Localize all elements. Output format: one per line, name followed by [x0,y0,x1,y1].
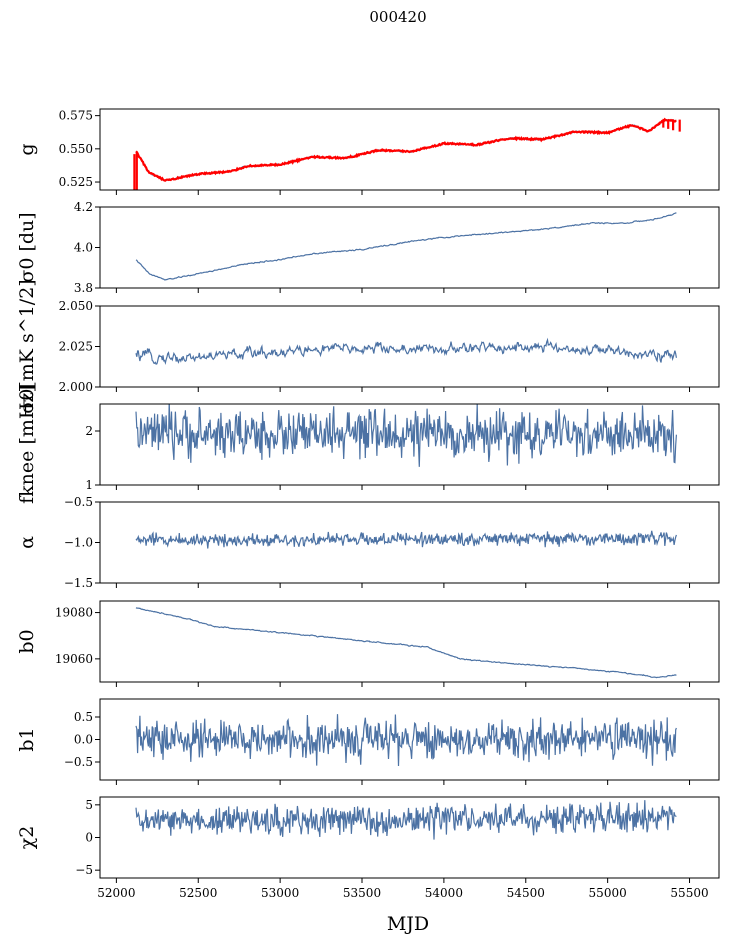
y-axis-label-fknee: fknee [mHz] [16,385,38,504]
x-tick-label: 53500 [343,886,381,900]
panel-b1: −0.5 0.0 0.5 b1 [16,698,720,785]
overlay-line-g [133,117,681,190]
panel-sigma0-mk: 2.000 2.025 2.050 σ0[mK s^1/2] [16,279,720,414]
series-line-b0 [135,607,677,679]
y-tick-label-sigma0-mk: 2.025 [59,340,93,354]
axes-frame-b0 [99,600,720,683]
panel-b0: 19060 19080 b0 [16,600,720,687]
y-tick-label-b0: 19060 [55,652,93,666]
panel-chi2: −5 0 5 52000 52500 53000 53500 54000 54500 55000 5… [16,796,720,900]
y-axis-label-b0: b0 [16,629,38,653]
y-tick-label-g: 0.525 [59,175,93,189]
y-tick-label-g: 0.575 [59,109,93,123]
figure-title: 000420 [369,8,426,26]
y-tick-label-b1: 0.0 [74,733,93,747]
x-tick-label: 52000 [97,886,135,900]
y-tick-label-b0: 19080 [55,606,93,620]
x-tick-label: 52500 [179,886,217,900]
x-tick-label: 54500 [507,886,545,900]
series-line-chi2 [135,800,677,840]
y-tick-label-alpha: −0.5 [64,495,93,509]
y-tick-label-fknee: 1 [85,478,93,492]
y-axis-label-sigma0-mk: σ0[mK s^1/2] [16,279,38,413]
y-tick-label-sigma0-mk: 2.000 [59,380,93,394]
axes-frame-fknee [99,403,720,486]
y-tick-label-b1: 0.5 [74,710,93,724]
series-line-sigma0-mk [135,337,677,365]
y-tick-label-sigma0-du: 3.8 [74,281,93,295]
y-tick-label-sigma0-du: 4.2 [74,200,93,214]
x-tick-label: 55500 [670,886,708,900]
series-line-g [135,119,677,182]
y-tick-label-chi2: 5 [85,798,93,812]
y-axis-label-g: g [16,143,38,155]
y-tick-label-alpha: −1.0 [64,536,93,550]
y-tick-label-sigma0-mk: 2.050 [59,299,93,313]
x-tick-label: 54000 [425,886,463,900]
panel-sigma0-du: 3.8 4.0 4.2 σ0 [du] [16,200,720,295]
y-axis-label-chi2: χ2 [16,826,38,850]
panel-g: 0.525 0.550 0.575 g [16,108,720,195]
series-line-b1 [135,714,677,767]
series-line-alpha [135,530,677,549]
axes-frame-sigma0-du [99,206,720,289]
x-axis-label: MJD [387,913,429,935]
y-axis-label-sigma0-du: σ0 [du] [16,212,38,282]
y-axis-label-alpha: α [16,536,38,549]
panel-alpha: −1.5 −1.0 −0.5 α [16,495,720,590]
series-line-sigma0-du [135,212,677,281]
y-tick-label-b1: −0.5 [64,755,93,769]
y-axis-label-b1: b1 [16,727,38,751]
x-tick-label: 53000 [261,886,299,900]
panel-fknee: 1 2 fknee [mHz] [16,385,720,504]
x-tick-label: 55000 [589,886,627,900]
y-tick-label-fknee: 2 [85,424,93,438]
y-tick-label-sigma0-du: 4.0 [74,241,93,255]
y-tick-label-g: 0.550 [59,142,93,156]
axes-frame-chi2 [99,796,720,879]
y-tick-label-chi2: −5 [75,863,93,877]
axes-frame-sigma0-mk [99,305,720,388]
y-tick-label-chi2: 0 [85,831,93,845]
series-line-fknee [135,404,677,467]
axes-frame-g [99,108,720,191]
y-tick-label-alpha: −1.5 [64,576,93,590]
